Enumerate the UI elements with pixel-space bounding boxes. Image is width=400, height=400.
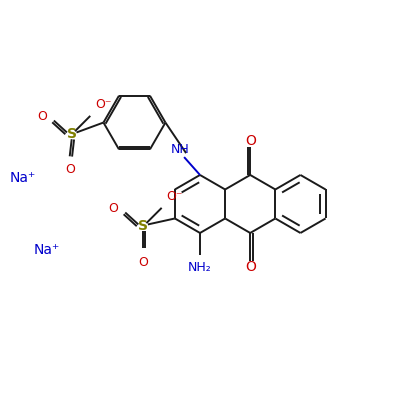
- Text: NH₂: NH₂: [188, 261, 212, 274]
- Text: O: O: [108, 202, 118, 215]
- Text: Na⁺: Na⁺: [34, 243, 60, 257]
- Text: O⁻: O⁻: [96, 98, 112, 111]
- Text: O: O: [138, 256, 148, 269]
- Text: S: S: [138, 220, 148, 234]
- Text: O⁻: O⁻: [166, 190, 183, 203]
- Text: Na⁺: Na⁺: [10, 171, 36, 185]
- Text: NH: NH: [171, 143, 190, 156]
- Text: O: O: [245, 260, 256, 274]
- Text: O: O: [65, 164, 75, 176]
- Text: O: O: [37, 110, 47, 123]
- Text: O: O: [245, 134, 256, 148]
- Text: S: S: [67, 128, 77, 142]
